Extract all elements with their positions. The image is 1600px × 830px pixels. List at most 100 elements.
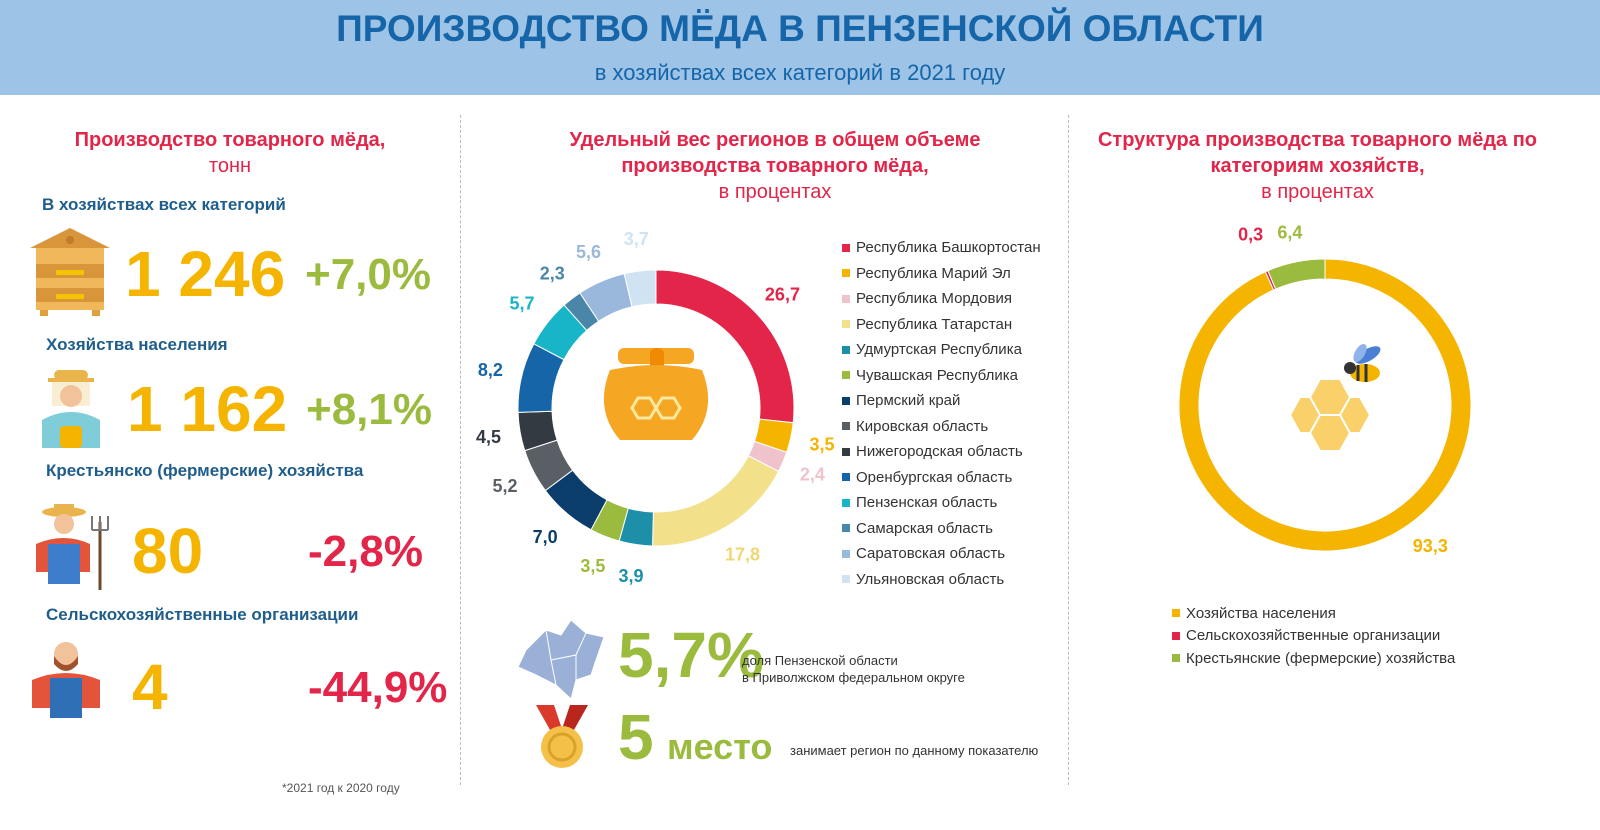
legend-item: Самарская область xyxy=(842,516,1041,542)
legend-label: Крестьянские (фермерские) хозяйства xyxy=(1186,649,1456,667)
medal-icon xyxy=(536,705,588,768)
penza-map-icon xyxy=(517,619,605,700)
data-label: 3,5 xyxy=(810,435,835,455)
category-label: Хозяйства населения xyxy=(46,335,228,354)
legend-swatch xyxy=(842,243,850,252)
category-label: Крестьянско (фермерские) хозяйства xyxy=(46,461,364,480)
data-label: 3,5 xyxy=(580,556,605,576)
production-value: 80 xyxy=(132,515,204,587)
legend-swatch xyxy=(842,294,850,303)
legend-label: Республика Мордовия xyxy=(856,290,1012,308)
data-label: 5,6 xyxy=(576,242,601,262)
legend-swatch xyxy=(842,447,850,456)
change-percent: -44,9% xyxy=(308,663,448,712)
legend-swatch xyxy=(842,524,850,533)
legend-label: Чувашская Республика xyxy=(856,366,1018,384)
donut1-legend: Республика Башкортостан Республика Марий … xyxy=(842,235,1041,592)
change-percent: +8,1% xyxy=(306,385,432,434)
share-text-2: в Приволжском федеральном округе xyxy=(742,670,965,685)
data-label: 6,4 xyxy=(1277,225,1302,243)
legend-swatch xyxy=(842,422,850,431)
legend-swatch xyxy=(842,498,850,507)
legend-label: Республика Татарстан xyxy=(856,315,1013,333)
legend-item: Пермский край xyxy=(842,388,1041,414)
categories-donut-chart: 93,3 0,3 6,4 xyxy=(1178,225,1472,556)
legend-item: Пензенская область xyxy=(842,490,1041,516)
legend-swatch xyxy=(842,269,850,278)
divider xyxy=(1068,115,1069,785)
divider xyxy=(460,115,461,785)
legend-item: Удмуртская Республика xyxy=(842,337,1041,363)
regions-donut-chart: 26,7 3,5 2,4 17,8 3,9 3,5 7,0 5,2 4,5 8,2 5,7 2,3 5,… xyxy=(476,229,835,586)
legend-label: Сельскохозяйственные организации xyxy=(1186,627,1441,645)
legend-label: Пермский край xyxy=(856,392,961,410)
change-percent: -2,8% xyxy=(308,527,423,576)
change-percent: +7,0% xyxy=(305,250,431,299)
legend-label: Оренбургская область xyxy=(856,468,1013,486)
honeycomb-bee-icon xyxy=(1288,343,1381,452)
donut-slice xyxy=(623,269,657,308)
rank-word: место xyxy=(667,726,773,767)
legend-item: Республика Мордовия xyxy=(842,286,1041,312)
page-title: ПРОИЗВОДСТВО МЁДА В ПЕНЗЕНСКОЙ ОБЛАСТИ xyxy=(336,8,1264,49)
legend-item: Республика Татарстан xyxy=(842,312,1041,338)
legend-swatch xyxy=(842,549,850,558)
data-label: 7,0 xyxy=(533,527,558,547)
production-value: 1 246 xyxy=(125,238,286,310)
data-label: 26,7 xyxy=(765,284,800,304)
legend-item: Сельскохозяйственные организации xyxy=(1172,625,1455,648)
beekeeper-icon xyxy=(36,368,106,455)
header: ПРОИЗВОДСТВО МЁДА В ПЕНЗЕНСКОЙ ОБЛАСТИ в… xyxy=(0,0,1600,95)
unit-text: тонн xyxy=(208,155,252,177)
data-label: 4,5 xyxy=(476,427,501,447)
legend-label: Пензенская область xyxy=(856,494,998,512)
legend-item: Ульяновская область xyxy=(842,567,1041,593)
legend-swatch xyxy=(842,575,850,584)
donut2-legend: Хозяйства населения Сельскохозяйственные … xyxy=(1172,602,1455,670)
donut-slice xyxy=(652,455,780,547)
legend-label: Нижегородская область xyxy=(856,443,1023,461)
data-label: 0,3 xyxy=(1238,225,1263,245)
data-label: 2,4 xyxy=(800,465,825,485)
legend-label: Удмуртская Республика xyxy=(856,341,1022,359)
legend-swatch xyxy=(1172,609,1180,618)
data-label: 3,9 xyxy=(618,566,643,586)
share-text-1: доля Пензенской области xyxy=(742,653,898,668)
legend-item: Хозяйства населения xyxy=(1172,602,1455,625)
legend-item: Республика Башкортостан xyxy=(842,235,1041,261)
share-description: доля Пензенской области в Приволжском фе… xyxy=(742,652,965,686)
rank-value: 5 xyxy=(618,701,654,773)
production-value: 1 162 xyxy=(127,373,288,445)
data-label: 5,7 xyxy=(509,293,534,313)
title-text: Производство товарного мёда, xyxy=(74,129,386,151)
data-label: 3,7 xyxy=(624,229,649,249)
left-section-title: Производство товарного мёда, тонн xyxy=(20,127,440,179)
legend-label: Республика Марий Эл xyxy=(856,264,1011,282)
donut-slice xyxy=(1178,258,1472,552)
legend-item: Кировская область xyxy=(842,414,1041,440)
legend-swatch xyxy=(842,396,850,405)
farmer-icon xyxy=(28,638,104,725)
donut-slice xyxy=(1267,258,1326,290)
legend-item: Саратовская область xyxy=(842,541,1041,567)
honey-jar-icon xyxy=(603,348,709,440)
legend-item: Оренбургская область xyxy=(842,465,1041,491)
category-label: В хозяйствах всех категорий xyxy=(42,195,286,214)
legend-label: Саратовская область xyxy=(856,545,1006,563)
page-subtitle: в хозяйствах всех категорий в 2021 году xyxy=(594,60,1006,85)
legend-label: Ульяновская область xyxy=(856,570,1005,588)
production-value: 4 xyxy=(132,651,168,723)
data-label: 93,3 xyxy=(1413,536,1448,556)
data-label: 8,2 xyxy=(478,360,503,380)
legend-item: Нижегородская область xyxy=(842,439,1041,465)
title-text: Удельный вес регионов в общем объеме про… xyxy=(569,129,981,177)
legend-label: Хозяйства населения xyxy=(1186,604,1336,622)
share-value: 5,7% xyxy=(618,619,764,691)
donut2-title: Структура производства товарного мёда по… xyxy=(1080,127,1555,205)
data-label: 2,3 xyxy=(540,263,565,283)
title-text: Структура производства товарного мёда по… xyxy=(1097,129,1537,177)
legend-swatch xyxy=(842,371,850,380)
beehive-icon xyxy=(28,226,112,323)
subtitle-text: в процентах xyxy=(718,181,832,203)
legend-swatch xyxy=(842,473,850,482)
